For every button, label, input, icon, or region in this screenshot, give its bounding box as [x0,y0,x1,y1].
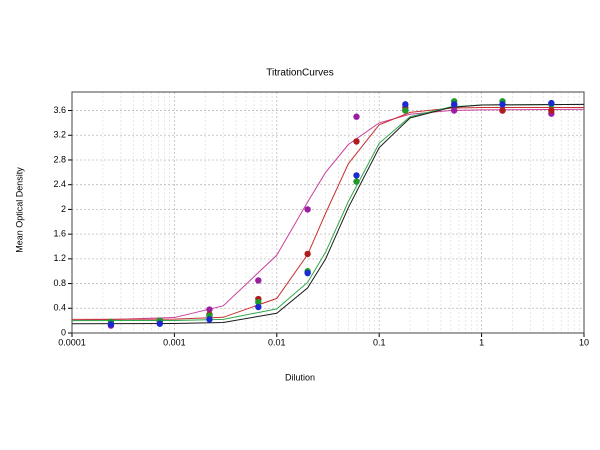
data-point [156,320,163,327]
data-point [548,99,555,107]
data-point [255,277,262,284]
x-tick-label: 1 [479,337,484,347]
data-point [402,107,409,114]
chart-title: TitrationCurves [266,68,333,79]
data-point [107,321,115,328]
x-tick-label: 0.0001 [58,337,86,347]
data-point [499,101,506,108]
data-point [304,269,311,277]
data-point [353,138,360,145]
x-tick-label: 0.001 [163,337,186,347]
y-tick-label: 3.2 [53,130,66,140]
y-tick-label: 0 [61,327,66,337]
x-tick-label: 10 [579,337,589,347]
data-point [353,172,360,179]
y-axis-label: Mean Optical Density [14,167,24,253]
data-point [402,101,409,108]
data-point [206,306,213,313]
data-point [255,303,262,311]
data-point [255,298,262,306]
data-point [450,107,458,114]
data-point [353,178,360,185]
data-point [499,107,506,114]
data-point [304,206,311,213]
y-tick-label: 1.2 [53,253,66,263]
x-axis-label: Dilution [285,372,315,382]
y-tick-label: 1.6 [53,229,66,239]
data-point [548,107,555,114]
y-tick-label: 2.4 [53,179,66,189]
data-point [353,113,360,120]
x-tick-label: 0.1 [373,337,386,347]
data-point [450,101,458,108]
x-tick-label: 0.01 [268,337,286,347]
data-point [304,250,311,258]
plot-frame [71,91,585,334]
y-tick-label: 3.6 [53,105,66,115]
plot-area [72,92,584,333]
y-tick-label: 0.4 [53,303,66,313]
y-tick-label: 0.8 [53,278,66,288]
y-tick-label: 2 [61,204,66,214]
data-point [206,316,213,323]
y-tick-label: 2.8 [53,154,66,164]
